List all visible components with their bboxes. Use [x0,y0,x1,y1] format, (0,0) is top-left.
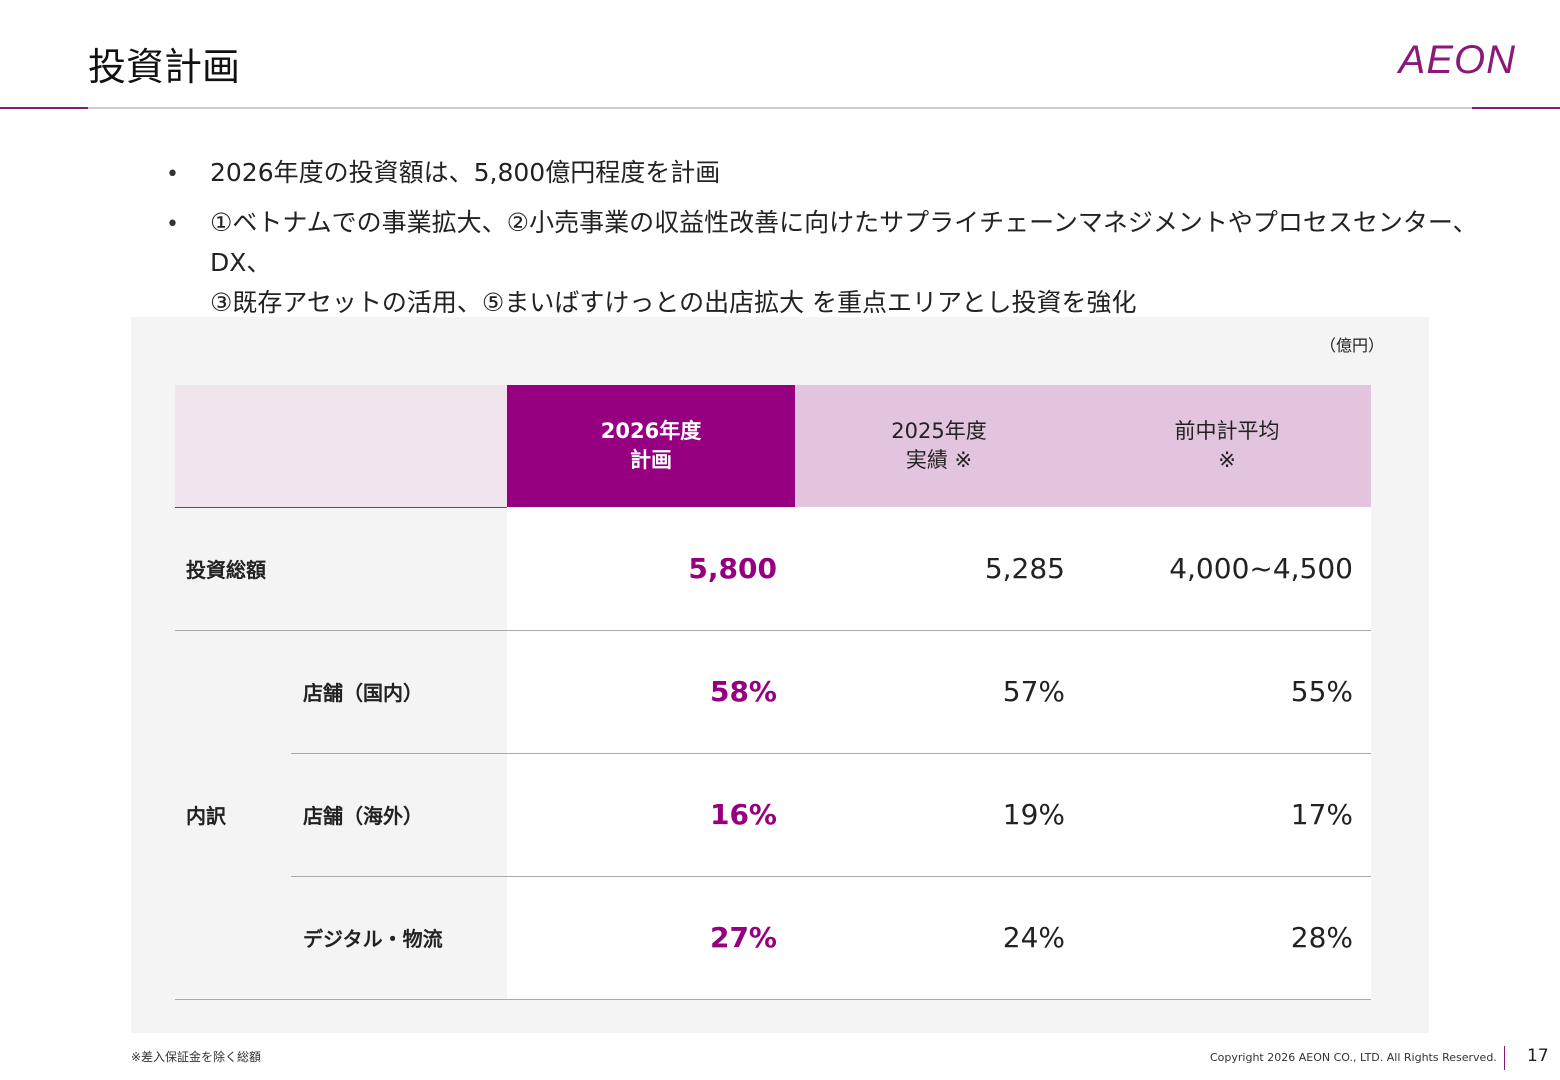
copyright: Copyright 2026 AEON CO., LTD. All Rights… [1210,1051,1497,1064]
value: 57% [1002,675,1065,708]
logo: AEON [1398,38,1516,82]
row-line [175,630,1371,631]
row-line [291,876,1371,877]
value: 17% [1290,798,1353,831]
value: 4,000~4,500 [1169,552,1353,585]
column-header: 2025年度 実績 ※ [795,385,1083,507]
value: 16% [709,798,777,831]
value: 5,800 [688,552,777,585]
page-number: 17 [1527,1046,1549,1066]
group-label: 内訳 [186,804,226,828]
header-line: ※ [1218,448,1236,472]
column-header: 前中計平均 ※ [1083,385,1371,507]
header-cell [175,385,507,507]
bullet-dot: • [166,212,179,237]
row-label: 店舗（国内） [303,681,423,705]
value: 19% [1002,798,1065,831]
rule [0,107,88,109]
value: 27% [709,921,777,954]
row-label: デジタル・物流 [303,927,443,951]
header-line: 計画 [630,448,672,472]
bullet-line: ①ベトナムでの事業拡大、②小売事業の収益性改善に向けたサプライチェーンマネジメン… [210,208,1478,277]
row-label: 投資総額 [186,558,266,582]
divider [1504,1046,1505,1070]
value: 24% [1002,921,1065,954]
column-header: 2026年度 計画 [507,385,795,507]
header-line: 実績 ※ [905,448,973,472]
row-label: 店舗（海外） [303,804,423,828]
bullet: 2026年度の投資額は、5,800億円程度を計画 [210,158,721,187]
rule [1472,107,1560,109]
rule [88,107,1472,109]
title: 投資計画 [88,45,241,89]
row-line [175,999,1371,1000]
value: 55% [1290,675,1353,708]
footnote: ※差入保証金を除く総額 [131,1050,262,1064]
value: 5,285 [984,552,1065,585]
value: 58% [709,675,777,708]
unit: （億円） [1319,336,1384,355]
header-line: 前中計平均 [1174,419,1280,443]
row-line [291,753,1371,754]
header-line [175,507,507,508]
bullet: ①ベトナムでの事業拡大、②小売事業の収益性改善に向けたサプライチェーンマネジメン… [210,203,1510,323]
bullet-dot: • [166,162,179,187]
header-line: 2025年度 [891,419,987,443]
bullet-line: ③既存アセットの活用、⑤まいばすけっとの出店拡大 を重点エリアとし投資を強化 [210,288,1137,317]
header-line: 2026年度 [600,419,702,443]
value: 28% [1290,921,1353,954]
